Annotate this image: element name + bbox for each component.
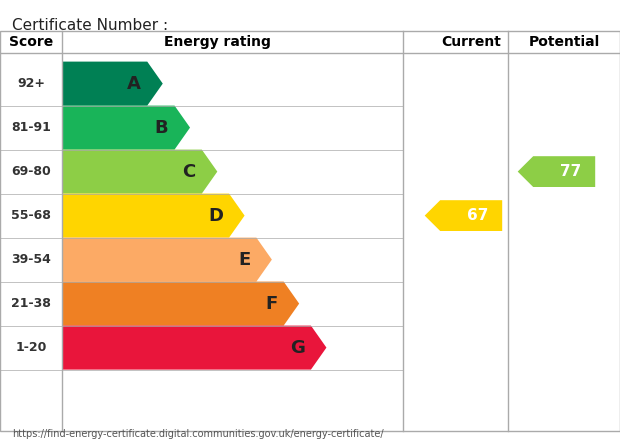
Text: Score: Score: [9, 35, 53, 49]
Text: 55-68: 55-68: [11, 209, 51, 222]
Text: Energy rating: Energy rating: [164, 35, 270, 49]
Text: G: G: [290, 339, 305, 356]
Text: A: A: [127, 75, 141, 92]
Polygon shape: [518, 156, 595, 187]
Text: Certificate Number :: Certificate Number :: [12, 18, 169, 33]
Polygon shape: [62, 106, 190, 150]
Text: 1-20: 1-20: [16, 341, 46, 354]
Text: D: D: [208, 207, 223, 224]
Text: C: C: [182, 163, 196, 180]
Text: E: E: [238, 251, 250, 268]
Text: 69-80: 69-80: [11, 165, 51, 178]
Polygon shape: [425, 200, 502, 231]
Text: 77: 77: [560, 164, 581, 179]
Text: B: B: [155, 119, 169, 136]
Polygon shape: [62, 150, 218, 194]
Text: Current: Current: [441, 35, 501, 49]
Text: 92+: 92+: [17, 77, 45, 90]
Text: 67: 67: [467, 208, 488, 223]
Text: 21-38: 21-38: [11, 297, 51, 310]
Polygon shape: [62, 282, 299, 326]
Polygon shape: [62, 326, 327, 370]
Text: F: F: [265, 295, 278, 312]
Text: Potential: Potential: [529, 35, 600, 49]
Text: https://find-energy-certificate.digital.communities.gov.uk/energy-certificate/: https://find-energy-certificate.digital.…: [12, 429, 384, 439]
Polygon shape: [62, 238, 272, 282]
Polygon shape: [62, 62, 162, 106]
Text: 81-91: 81-91: [11, 121, 51, 134]
Polygon shape: [62, 194, 245, 238]
Text: 39-54: 39-54: [11, 253, 51, 266]
